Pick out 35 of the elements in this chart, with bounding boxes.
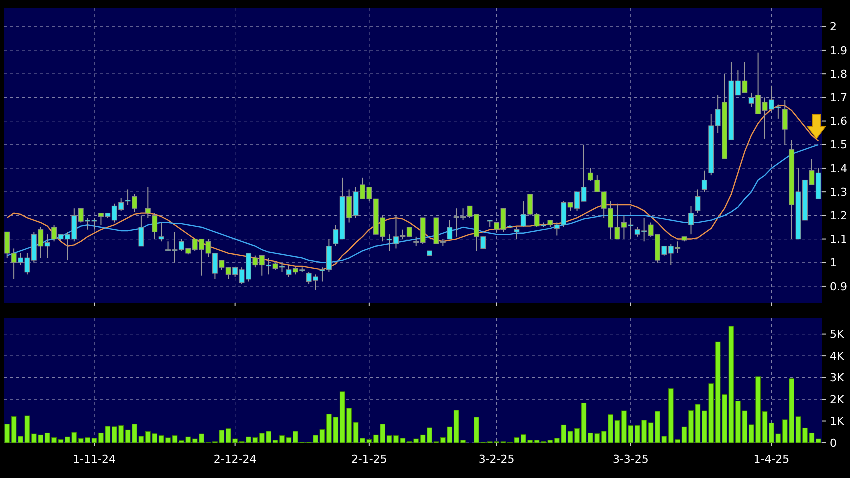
y-tick-label: 1K: [830, 415, 845, 428]
x-tick-label: 3-2-25: [478, 453, 515, 466]
candlestick: [695, 189, 701, 214]
y-tick-label: 1.1: [830, 233, 848, 246]
y-tick-label: 1.6: [830, 115, 848, 128]
y-tick-label: 0.9: [830, 280, 848, 294]
y-tick-label: 1.2: [830, 210, 848, 223]
candlestick: [152, 212, 158, 240]
line-series: [6, 144, 820, 264]
y-tick-label: 3K: [830, 372, 845, 385]
y-tick-label: 4K: [830, 350, 845, 363]
y-tick-label: 1.9: [830, 44, 848, 58]
x-tick-label: 1-4-25: [754, 453, 790, 466]
y-tick-label: 1.7: [830, 92, 848, 105]
candlestick: [514, 226, 520, 240]
x-tick-label: 2-1-25: [351, 453, 388, 466]
y-tick-label: 5K: [830, 328, 845, 342]
candlestick: [782, 100, 788, 146]
candlestick: [447, 220, 453, 240]
y-tick-label: 1.5: [830, 138, 848, 152]
y-tick-label: 1.4: [830, 162, 848, 176]
y-tick-label: 0: [830, 436, 837, 450]
x-tick-label: 1-11-24: [73, 453, 116, 466]
candlestick: [158, 222, 164, 242]
x-tick-label: 3-3-25: [612, 453, 649, 466]
candlestick: [688, 206, 694, 236]
y-tick-label: 1: [830, 256, 837, 270]
y-tick-label: 1.3: [830, 186, 848, 199]
y-tick-label: 2K: [830, 393, 845, 406]
y-tick-label: 1.8: [830, 68, 848, 81]
y-tick-label: 2: [830, 20, 837, 34]
x-tick-label: 2-12-24: [214, 453, 257, 466]
candlestick: [702, 170, 708, 193]
candlestick: [145, 186, 151, 219]
candlestick: [138, 215, 144, 247]
